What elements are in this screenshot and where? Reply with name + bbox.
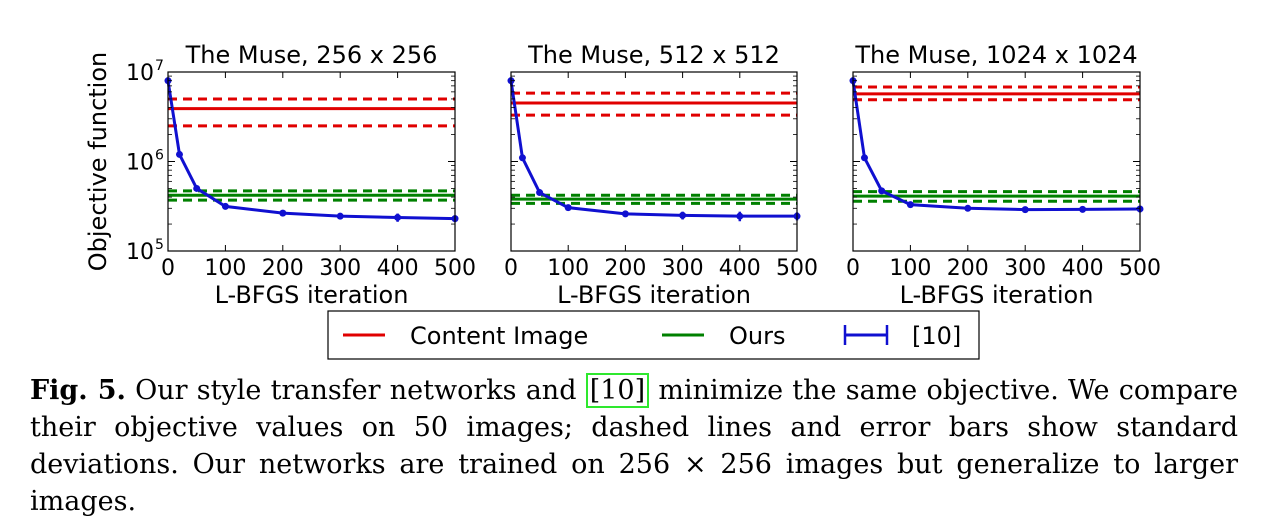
x-tick-label: 500 — [776, 256, 818, 281]
caption-label: Fig. 5. — [30, 375, 126, 406]
ref10-point — [193, 184, 201, 192]
panel-title: The Muse, 256 x 256 — [185, 41, 438, 69]
x-tick-label: 200 — [262, 256, 304, 281]
panel-title: The Muse, 1024 x 1024 — [854, 41, 1137, 69]
panel-title: The Muse, 512 x 512 — [527, 41, 780, 69]
chart-panel-3: 0 100 200 300 400 500 The Muse, 1024 x 1024 L-B… — [846, 41, 1161, 309]
x-tick-label: 0 — [846, 256, 860, 281]
figure-caption: Fig. 5. Our style transfer networks and … — [30, 372, 1238, 520]
x-tick-label: 400 — [1062, 256, 1104, 281]
x-tick-label: 0 — [161, 256, 175, 281]
y-tick-exponent: 7 — [155, 58, 164, 74]
legend: Content Image Ours [10] — [327, 310, 980, 360]
y-tick-label: 10 — [126, 151, 154, 176]
x-tick-label: 200 — [947, 256, 989, 281]
ref10-point — [536, 189, 544, 197]
legend-content-image-label: Content Image — [410, 322, 588, 350]
x-tick-label: 500 — [1119, 256, 1161, 281]
legend-10-label: [10] — [912, 322, 961, 350]
ref10-point — [878, 187, 886, 195]
x-tick-label: 300 — [319, 256, 361, 281]
ref10-point — [518, 154, 526, 162]
y-tick-label: 10 — [126, 240, 154, 265]
caption-text-before-ref: Our style transfer networks and — [125, 375, 586, 406]
x-axis-label: L-BFGS iteration — [215, 281, 409, 309]
legend-ours-label: Ours — [729, 322, 785, 350]
x-tick-label: 100 — [204, 256, 246, 281]
x-axis-label: L-BFGS iteration — [900, 281, 1094, 309]
x-tick-label: 200 — [604, 256, 646, 281]
x-tick-label: 400 — [719, 256, 761, 281]
x-tick-label: 300 — [662, 256, 704, 281]
x-tick-label: 100 — [889, 256, 931, 281]
x-tick-label: 500 — [434, 256, 476, 281]
ref10-series-line — [851, 80, 1141, 212]
caption-reference-link[interactable]: [10] — [585, 373, 650, 408]
y-axis-label: Objective function — [84, 52, 112, 271]
ref10-series-line — [166, 80, 456, 221]
ref10-point — [175, 150, 183, 158]
y-tick-exponent: 5 — [155, 237, 164, 253]
x-tick-label: 100 — [547, 256, 589, 281]
x-tick-label: 300 — [1004, 256, 1046, 281]
legend-box — [327, 310, 980, 360]
ref10-series-line — [509, 80, 797, 218]
y-tick-label: 10 — [126, 61, 154, 86]
x-tick-label: 0 — [504, 256, 518, 281]
plot-frame — [510, 71, 798, 252]
caption-text-after-ref: minimize the same objective. We compare … — [30, 375, 1238, 517]
x-tick-label: 400 — [377, 256, 419, 281]
x-axis-label: L-BFGS iteration — [557, 281, 751, 309]
ref10-point — [860, 154, 868, 162]
y-tick-exponent: 6 — [155, 148, 164, 164]
chart-panel-2: 0 100 200 300 400 500 The Muse, 512 x 512 L-BFG… — [504, 41, 818, 309]
